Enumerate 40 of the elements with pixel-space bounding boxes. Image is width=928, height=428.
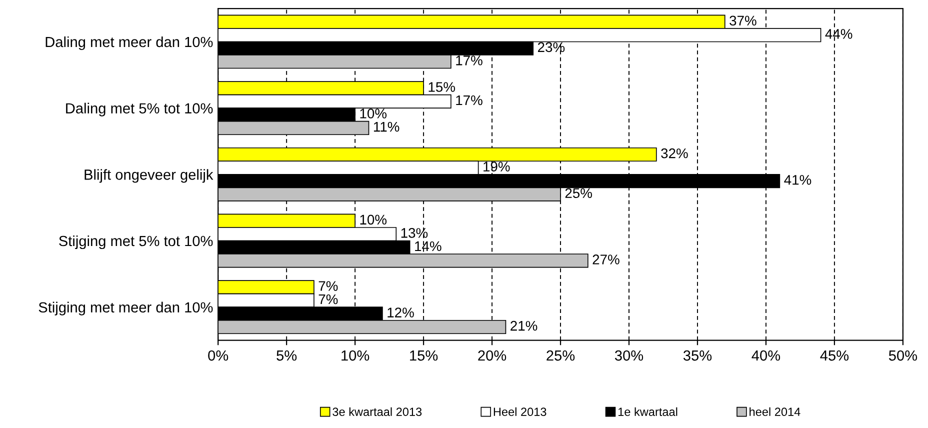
data-label: 21% bbox=[510, 320, 538, 331]
x-tick-label: 15% bbox=[410, 350, 438, 361]
data-label: 7% bbox=[318, 281, 338, 291]
data-label: 13% bbox=[401, 228, 428, 238]
data-label: 23% bbox=[538, 42, 565, 52]
x-tick-label: 25% bbox=[546, 350, 575, 361]
data-label: 11% bbox=[374, 122, 400, 132]
data-label: 41% bbox=[784, 175, 812, 185]
data-label: 32% bbox=[661, 148, 688, 158]
legend-label: heel 2014 bbox=[750, 407, 800, 416]
data-label: 15% bbox=[428, 82, 456, 92]
x-tick-label: 45% bbox=[820, 350, 849, 361]
x-tick-label: 35% bbox=[683, 350, 712, 361]
data-label: 17% bbox=[456, 56, 482, 66]
data-label: 14% bbox=[415, 241, 442, 252]
data-label: 7% bbox=[318, 294, 338, 304]
legend-label: 1e kwartaal bbox=[618, 407, 678, 416]
data-label: 27% bbox=[592, 254, 620, 264]
x-tick-label: 50% bbox=[888, 350, 918, 361]
y-tick-label: Stijging met meer dan 10% bbox=[38, 302, 213, 316]
y-tick-label: Blijft ongeveer gelijk bbox=[84, 169, 214, 183]
x-tick-label: 0% bbox=[208, 350, 228, 361]
data-label: 10% bbox=[360, 108, 387, 118]
y-tick-label: Stijging met 5% tot 10% bbox=[59, 235, 213, 250]
data-label: 10% bbox=[360, 214, 387, 225]
data-label: 12% bbox=[388, 308, 414, 318]
x-tick-label: 40% bbox=[752, 350, 780, 361]
data-label: 17% bbox=[456, 95, 482, 106]
x-tick-label: 30% bbox=[614, 350, 644, 361]
x-tick-label: 5% bbox=[276, 350, 297, 361]
data-label: 44% bbox=[825, 29, 852, 39]
data-label: 37% bbox=[730, 16, 756, 26]
x-tick-label: 10% bbox=[342, 350, 370, 361]
legend-label: 3e kwartaal 2013 bbox=[332, 407, 422, 416]
legend-label: Heel 2013 bbox=[494, 407, 546, 416]
y-tick-label: Daling met meer dan 10% bbox=[46, 36, 213, 50]
x-tick-label: 20% bbox=[478, 350, 506, 361]
y-tick-label: Daling met 5% tot 10% bbox=[66, 102, 213, 116]
data-label: 25% bbox=[565, 188, 592, 198]
data-label: 19% bbox=[484, 162, 510, 172]
